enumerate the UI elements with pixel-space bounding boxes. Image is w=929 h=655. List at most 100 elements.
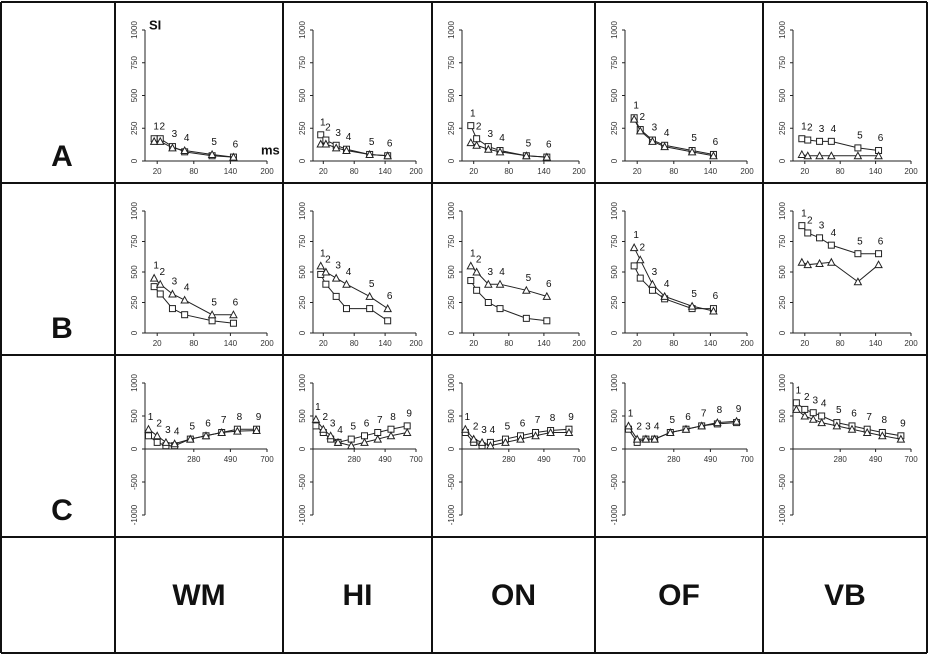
y-tick-label: 500 [130,265,139,279]
triangle-marker [522,151,531,160]
point-label: 3 [652,267,658,278]
triangle-marker [346,441,356,450]
point-label: 6 [387,138,393,149]
x-tick-label: 20 [469,167,478,176]
point-label: 6 [685,412,691,423]
x-tick-label: 140 [704,339,718,348]
fit-line [801,261,879,283]
triangle-marker [461,424,470,433]
y-tick-label: 0 [298,446,307,451]
point-label: 1 [315,402,321,413]
y-tick-label: 250 [447,121,456,135]
triangle-marker [168,143,177,152]
square-marker [467,122,475,130]
triangle-marker [170,439,179,448]
triangle-marker [681,424,691,433]
y-tick-label: 750 [778,234,787,248]
fit-line [470,265,547,297]
triangle-marker [311,414,321,423]
square-marker [317,131,325,139]
triangle-marker [542,291,552,300]
fit-line [154,140,234,158]
fit-line [470,125,547,158]
triangle-marker [648,279,657,288]
triangle-marker [333,437,343,446]
x-tick-label: 20 [319,167,328,176]
x-tick-label: 140 [378,167,392,176]
point-label: 1 [796,385,802,396]
x-tick-label: 20 [633,339,642,348]
x-tick-label: 80 [350,339,359,348]
triangle-marker [472,140,481,149]
point-label: 4 [346,267,352,278]
triangle-marker [800,411,810,420]
x-tick-label: 200 [409,167,423,176]
triangle-marker [316,139,326,148]
point-label: 4 [664,279,670,290]
triangle-marker [635,255,645,264]
y-tick-label: 0 [447,158,456,163]
triangle-marker [342,145,351,155]
y-tick-label: 250 [130,121,139,135]
y-tick-label: 500 [610,265,619,279]
point-label: 3 [645,422,651,433]
x-tick-label: 140 [869,167,883,176]
y-tick-label: 1000 [130,374,139,392]
x-tick-label: 140 [224,167,238,176]
triangle-marker [486,441,495,450]
point-label: 6 [878,236,884,247]
triangle-marker [808,414,818,423]
point-label: 6 [387,291,393,302]
column-label: HI [343,579,373,612]
point-label: 3 [819,124,825,135]
x-tick-label: 700 [260,455,274,464]
fit-line [801,225,879,255]
triangle-marker [665,427,675,436]
triangle-marker [383,151,393,160]
triangle-marker [874,151,883,160]
point-label: 6 [546,279,552,290]
point-label: 6 [878,133,884,144]
y-tick-label: 250 [298,295,307,309]
x-tick-label: 200 [572,339,586,348]
triangle-marker [709,151,718,160]
point-label: 5 [505,422,511,433]
triangle-marker [629,243,639,252]
triangle-marker [365,149,374,158]
x-tick-label: 200 [260,167,274,176]
y-tick-label: -500 [447,473,456,490]
y-axis-label: SI [149,17,161,32]
square-marker [156,290,164,298]
square-marker [630,262,638,270]
triangle-marker [149,136,159,145]
x-tick-label: 140 [704,167,718,176]
triangle-marker [803,260,813,269]
fit-line [153,277,234,316]
y-tick-label: 0 [610,330,619,335]
point-label: 7 [535,415,541,426]
point-label: 9 [736,404,742,415]
y-tick-label: 500 [130,88,139,102]
triangle-marker [853,277,863,286]
point-label: 2 [476,255,482,266]
point-label: 9 [900,418,906,429]
x-tick-label: 700 [409,455,423,464]
fit-line [801,138,879,152]
triangle-marker [660,142,669,151]
square-marker [144,432,152,440]
x-tick-label: 200 [904,339,918,348]
triangle-marker [386,431,396,440]
triangle-marker [383,304,393,313]
x-tick-label: 80 [189,339,198,348]
y-tick-label: 250 [778,121,787,135]
triangle-marker [817,418,826,427]
row-label: C [51,494,73,527]
x-tick-label: 80 [350,167,359,176]
y-tick-label: -1000 [447,504,456,525]
x-tick-label: 20 [319,339,328,348]
point-label: 8 [717,405,723,416]
square-marker [522,314,530,322]
y-tick-label: -1000 [298,504,307,525]
y-tick-label: 750 [447,56,456,70]
